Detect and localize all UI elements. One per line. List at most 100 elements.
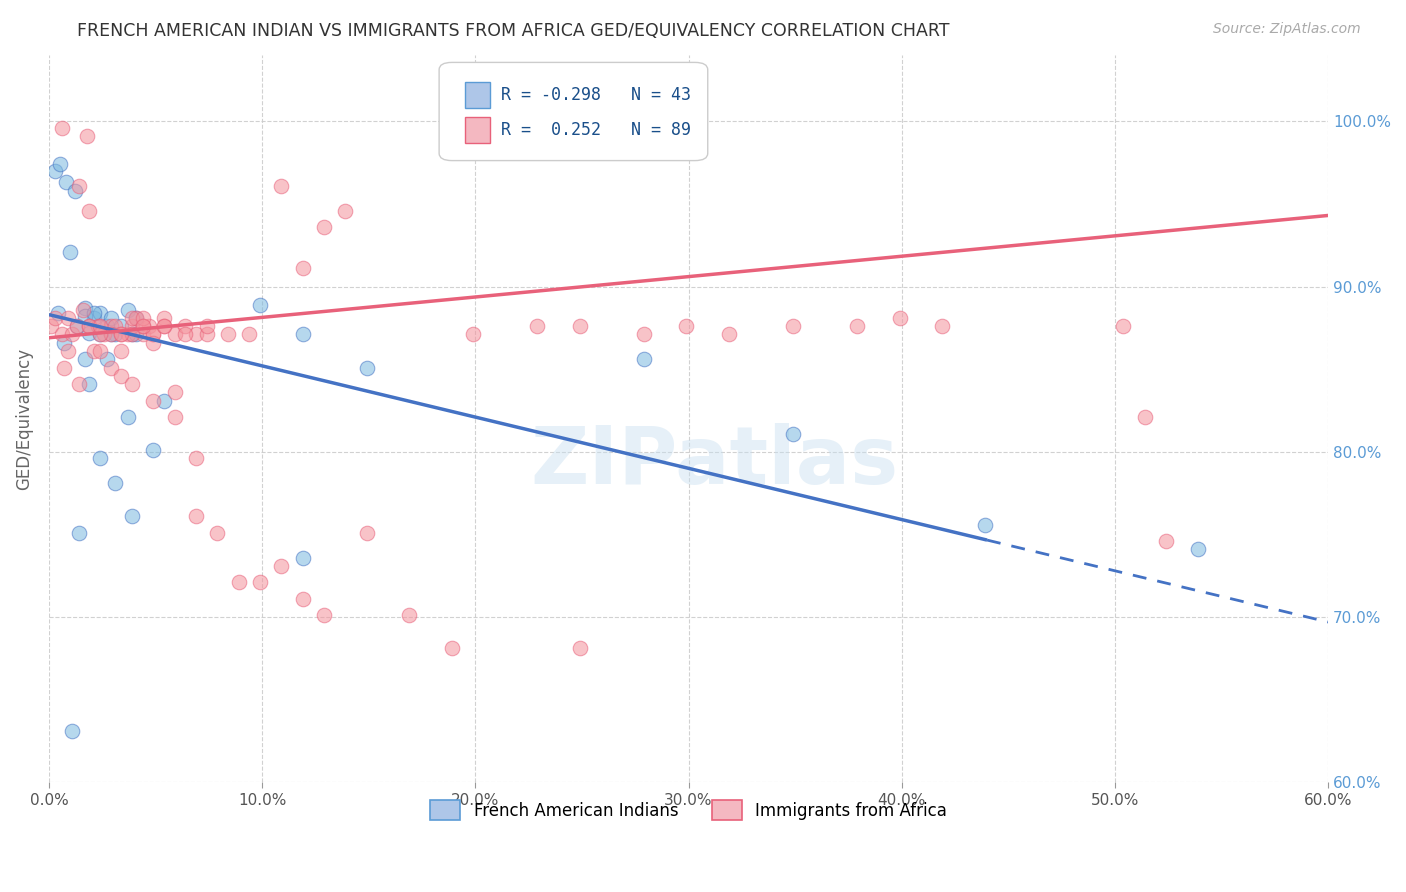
Point	[76, 129, 98, 144]
Point	[249, 575, 271, 590]
Point	[153, 310, 176, 325]
Point	[59, 244, 82, 259]
Point	[117, 327, 139, 342]
Point	[56, 310, 79, 325]
Point	[633, 327, 655, 342]
Point	[238, 327, 260, 342]
Point	[46, 306, 69, 320]
Point	[67, 377, 90, 392]
Point	[66, 319, 89, 334]
Point	[110, 319, 132, 334]
Point	[125, 327, 148, 342]
Point	[75, 310, 97, 324]
Y-axis label: GED/Equivalency: GED/Equivalency	[15, 348, 32, 490]
Point	[72, 302, 94, 317]
FancyBboxPatch shape	[465, 117, 491, 143]
Point	[52, 335, 75, 350]
Point	[312, 608, 335, 623]
Point	[335, 203, 357, 218]
Point	[440, 641, 463, 656]
Point	[782, 319, 804, 334]
FancyBboxPatch shape	[465, 82, 491, 108]
Point	[249, 298, 271, 312]
Point	[291, 591, 314, 606]
Point	[1187, 542, 1209, 557]
Point	[51, 120, 73, 135]
Point	[104, 476, 127, 491]
Point	[398, 608, 420, 623]
Point	[121, 509, 143, 524]
Point	[163, 410, 186, 425]
Point	[718, 327, 741, 342]
Point	[100, 327, 122, 342]
Point	[675, 319, 697, 334]
Point	[356, 525, 378, 540]
Point	[75, 301, 97, 315]
Point	[117, 410, 139, 425]
Point	[846, 319, 869, 334]
Point	[153, 319, 176, 334]
Point	[125, 310, 148, 325]
Point	[104, 327, 127, 342]
Point	[153, 393, 176, 408]
Point	[67, 525, 90, 540]
Point	[79, 319, 101, 334]
Point	[973, 517, 995, 532]
Point	[44, 164, 66, 178]
Point	[291, 261, 314, 276]
Point	[174, 327, 197, 342]
Point	[104, 319, 127, 334]
Text: FRENCH AMERICAN INDIAN VS IMMIGRANTS FROM AFRICA GED/EQUIVALENCY CORRELATION CHA: FRENCH AMERICAN INDIAN VS IMMIGRANTS FRO…	[77, 22, 950, 40]
Point	[270, 558, 292, 573]
Point	[79, 326, 101, 340]
Point	[83, 306, 105, 320]
Point	[66, 319, 89, 334]
Point	[184, 327, 207, 342]
Point	[48, 157, 70, 171]
Point	[1133, 410, 1156, 425]
Point	[228, 575, 250, 590]
Point	[79, 203, 101, 218]
Point	[138, 319, 160, 334]
Point	[163, 327, 186, 342]
Point	[89, 306, 111, 320]
Point	[782, 426, 804, 441]
Point	[132, 310, 155, 325]
Point	[121, 327, 143, 342]
Point	[132, 319, 155, 334]
Point	[1154, 534, 1177, 549]
Point	[89, 327, 111, 342]
Text: R = -0.298   N = 43: R = -0.298 N = 43	[501, 87, 690, 104]
Point	[79, 319, 101, 334]
Point	[75, 352, 97, 367]
Point	[931, 319, 953, 334]
Point	[633, 352, 655, 367]
Point	[142, 443, 165, 458]
Point	[96, 319, 118, 334]
Point	[195, 319, 218, 334]
Point	[184, 451, 207, 466]
Point	[63, 184, 86, 198]
Point	[291, 327, 314, 342]
Point	[132, 319, 155, 334]
Point	[79, 377, 101, 392]
Point	[356, 360, 378, 375]
Point	[174, 319, 197, 334]
Point	[89, 343, 111, 358]
Point	[184, 509, 207, 524]
Point	[195, 327, 218, 342]
Point	[110, 368, 132, 383]
Point	[312, 220, 335, 235]
Point	[51, 327, 73, 342]
Point	[87, 319, 110, 334]
Point	[56, 343, 79, 358]
Point	[142, 327, 165, 342]
Point	[55, 175, 77, 189]
Point	[83, 310, 105, 325]
Point	[568, 319, 591, 334]
Point	[100, 319, 122, 334]
Point	[132, 327, 155, 342]
Point	[93, 327, 115, 342]
Point	[62, 724, 84, 739]
Point	[100, 310, 122, 325]
